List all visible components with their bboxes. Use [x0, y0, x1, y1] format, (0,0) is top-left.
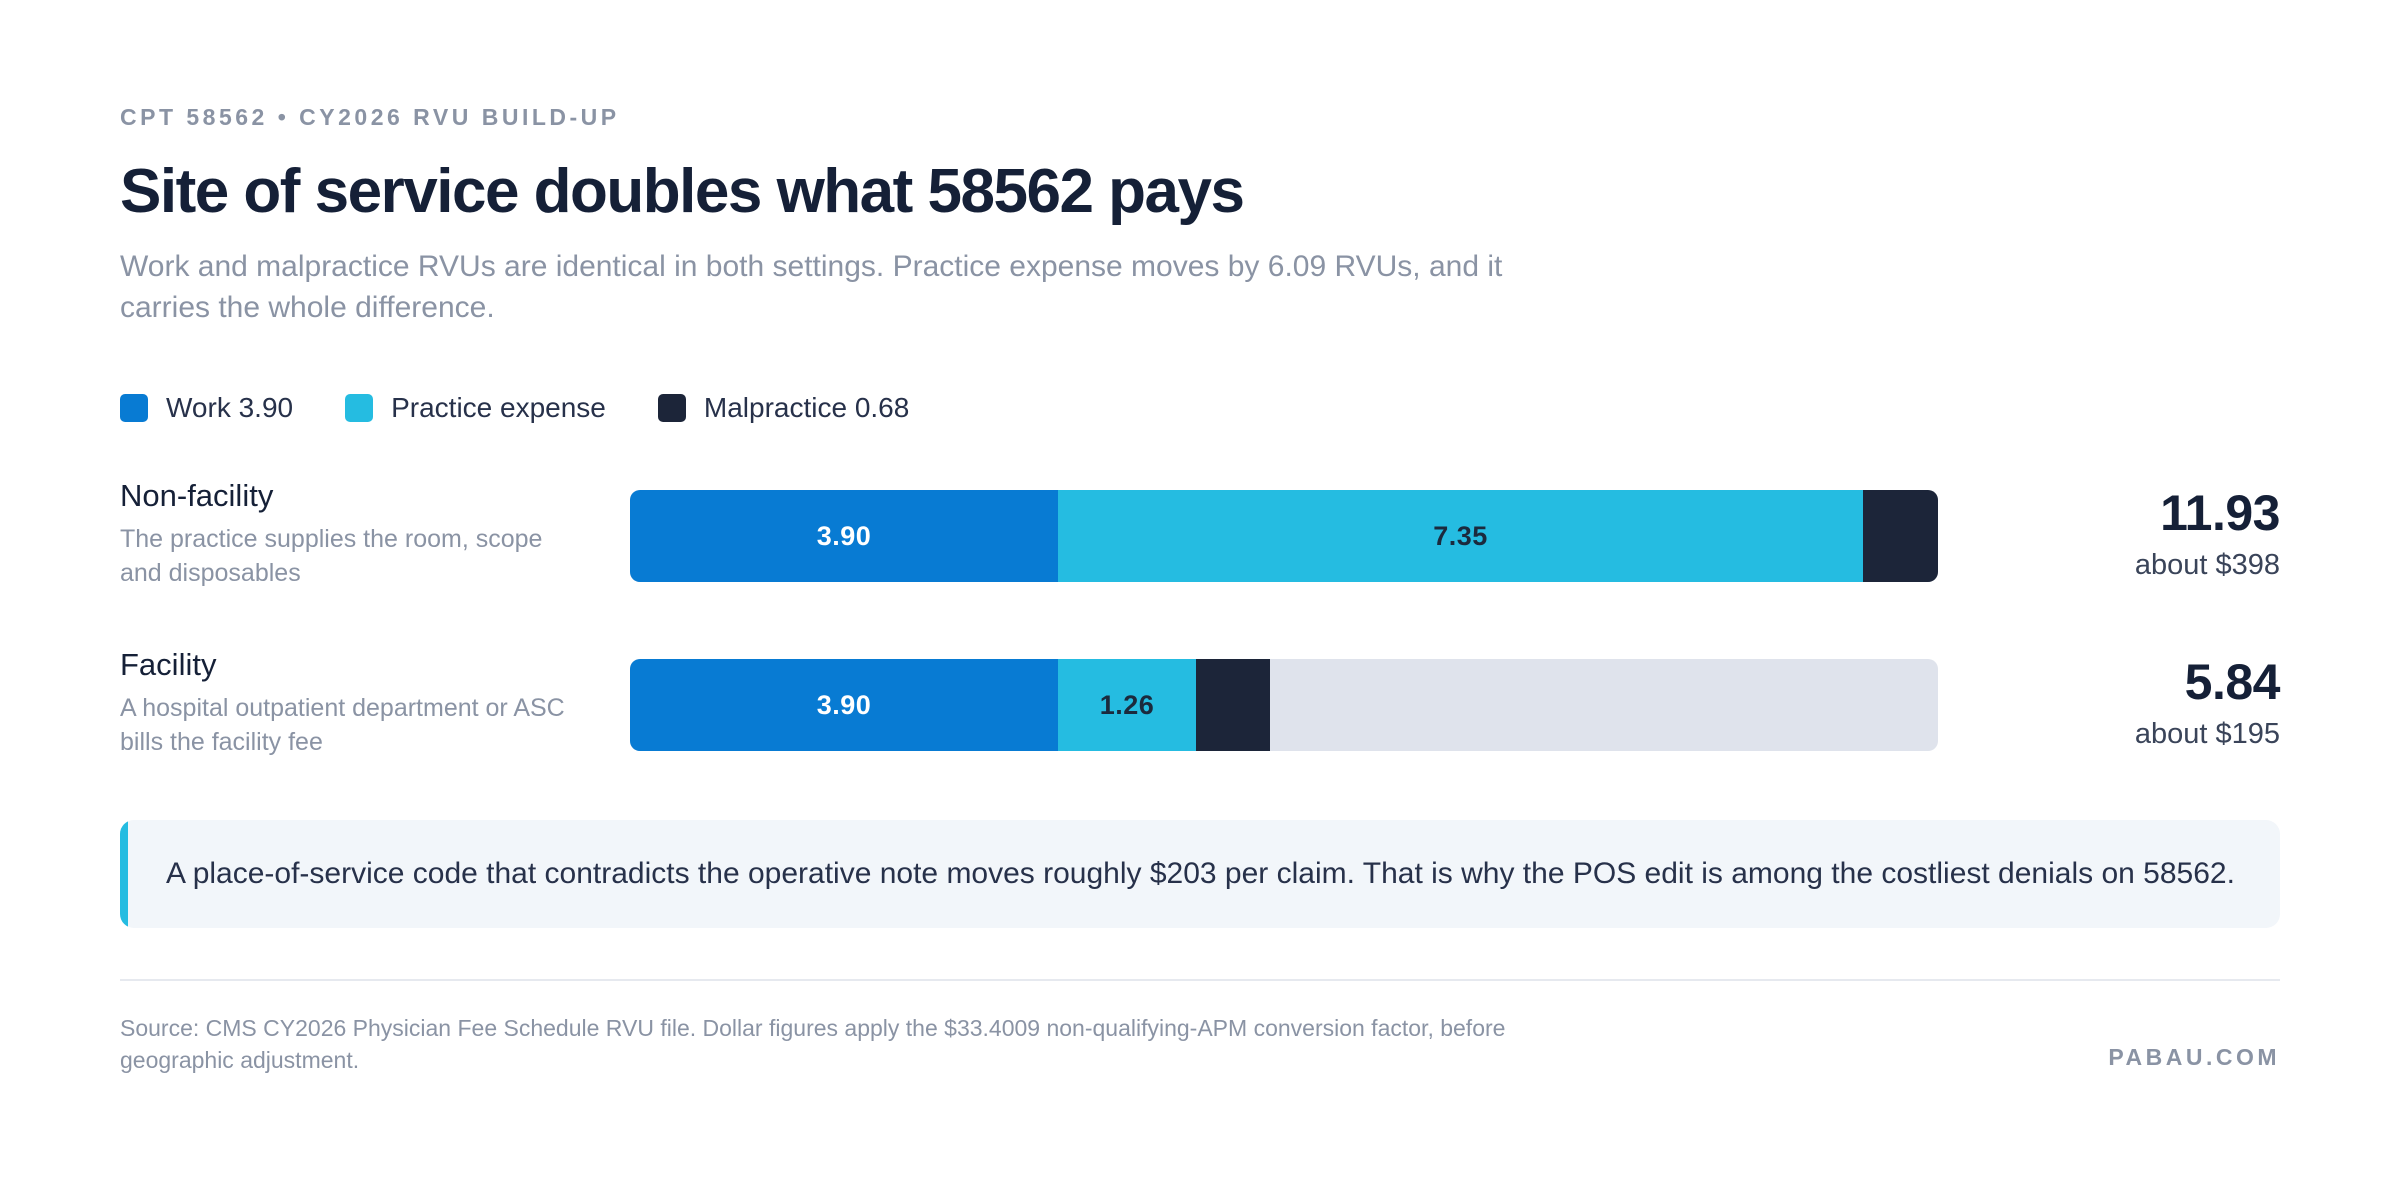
total-dollars-facility: about $195 [2134, 718, 2280, 750]
callout-accent-bar [120, 820, 128, 928]
legend-item-malpractice: Malpractice 0.68 [657, 392, 910, 424]
bar-value-label: 7.35 [1433, 520, 1488, 551]
row-label-facility: Facility A hospital outpatient departmen… [120, 645, 590, 759]
bar-segment-malpractice-facility [1196, 659, 1270, 751]
total-dollars-non-facility: about $398 [2134, 549, 2280, 581]
total-rvu-non-facility: 11.93 [2160, 485, 2280, 541]
bar-track-non-facility: 3.90 7.35 [630, 490, 1938, 582]
legend-item-practice-expense: Practice expense [345, 392, 606, 424]
row-name-non-facility: Non-facility [120, 478, 274, 513]
bar-segment-work-facility: 3.90 [630, 659, 1058, 751]
bar-segment-practice-expense-non-facility: 7.35 [1058, 490, 1863, 582]
source-note: Source: CMS CY2026 Physician Fee Schedul… [120, 1015, 1506, 1073]
bar-segment-work-non-facility: 3.90 [630, 490, 1058, 582]
legend-swatch-work [120, 394, 148, 422]
callout-box: A place-of-service code that contradicts… [120, 820, 2280, 928]
bar-value-label: 3.90 [816, 520, 872, 551]
footer-divider [120, 979, 2280, 981]
legend-label-work: Work 3.90 [166, 392, 294, 423]
bar-segment-malpractice-non-facility [1863, 490, 1938, 582]
row-total-non-facility: 11.93 about $398 [2134, 484, 2281, 584]
bar-value-label: 1.26 [1099, 689, 1155, 720]
legend-swatch-malpractice [657, 394, 686, 422]
row-label-non-facility: Non-facility The practice supplies the r… [120, 476, 590, 590]
row-desc-facility: A hospital outpatient department or ASC … [120, 694, 565, 756]
bar-track-facility: 3.90 1.26 [630, 659, 1938, 751]
chart-title: Site of service doubles what 58562 pays [120, 157, 1245, 226]
legend-item-work: Work 3.90 [120, 392, 293, 424]
chart-legend: Work 3.90 Practice expense Malpractice 0… [120, 392, 961, 424]
legend-label-practice-expense: Practice expense [391, 392, 606, 423]
brand-label: PABAU.COM [2108, 1044, 2280, 1070]
eyebrow-label: CPT 58562 • CY2026 RVU BUILD-UP [120, 104, 620, 130]
callout-text: A place-of-service code that contradicts… [166, 857, 2235, 890]
legend-label-malpractice: Malpractice 0.68 [703, 392, 910, 423]
bar-value-label: 3.90 [816, 689, 872, 720]
row-desc-non-facility: The practice supplies the room, scope an… [120, 525, 543, 587]
row-name-facility: Facility [120, 647, 217, 682]
total-rvu-facility: 5.84 [2184, 654, 2281, 710]
bar-segment-practice-expense-facility: 1.26 [1058, 659, 1196, 751]
legend-swatch-practice-expense [345, 394, 374, 422]
row-total-facility: 5.84 about $195 [2134, 653, 2281, 753]
chart-subtitle: Work and malpractice RVUs are identical … [120, 250, 1503, 324]
